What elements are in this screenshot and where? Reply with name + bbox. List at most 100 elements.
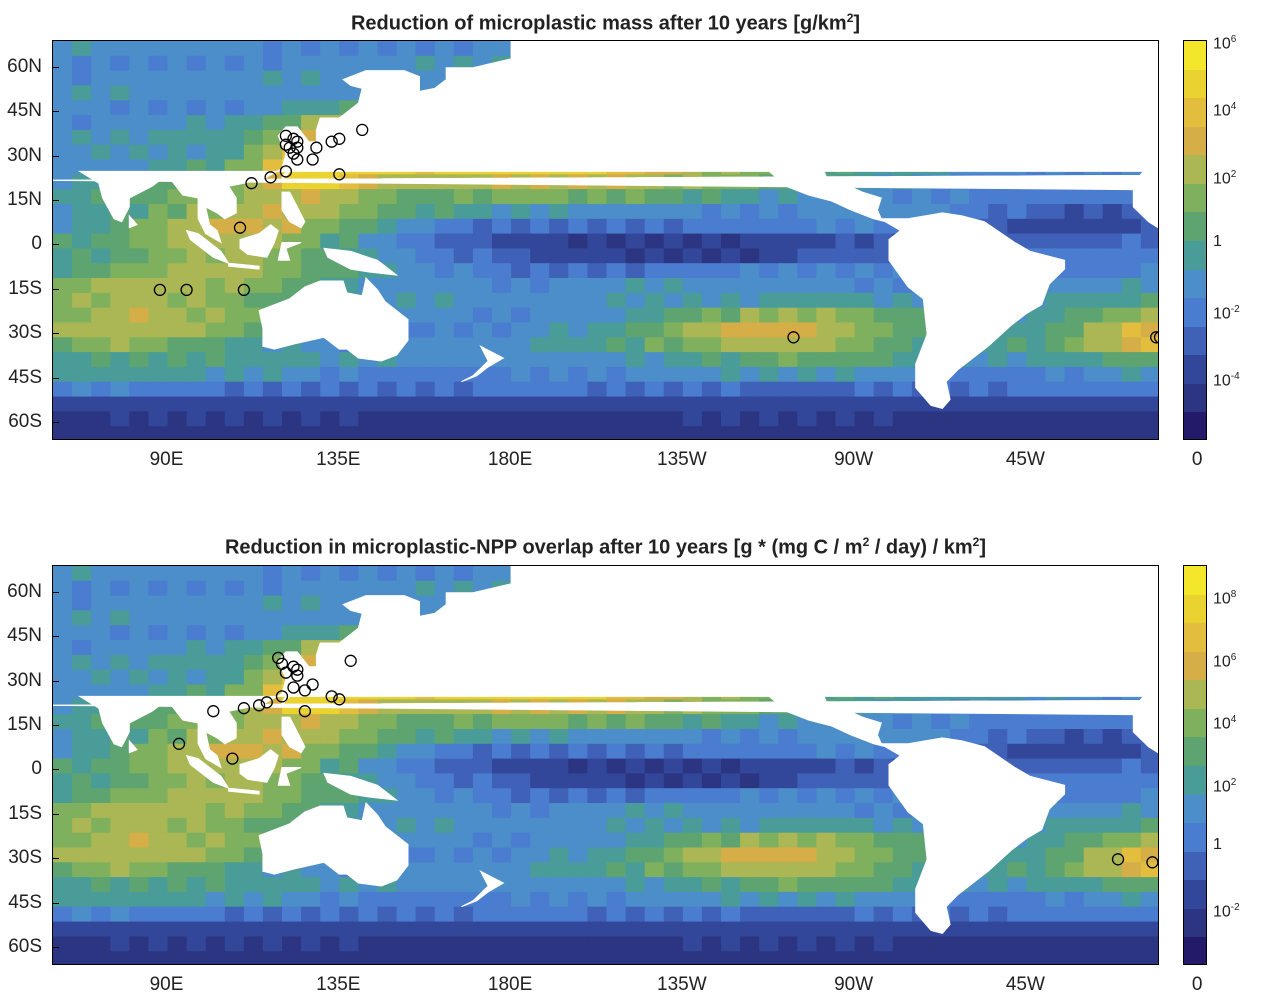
- observation-marker: [279, 138, 293, 151]
- ocean-cell: [797, 218, 818, 235]
- ocean-cell: [1083, 322, 1104, 339]
- ocean-cell: [434, 714, 455, 730]
- ocean-cell: [511, 743, 531, 760]
- ocean-cell: [301, 352, 321, 368]
- ocean-cell: [320, 189, 341, 205]
- ocean-cell: [778, 773, 799, 789]
- ocean-cell: [148, 743, 169, 760]
- ocean-cell: [453, 773, 474, 789]
- ocean-cell: [568, 189, 589, 205]
- ocean-cell: [1064, 788, 1085, 804]
- ocean-cell: [682, 714, 703, 730]
- ocean-cell: [415, 921, 436, 938]
- ocean-cell: [511, 337, 531, 353]
- ocean-cell: [1121, 758, 1142, 775]
- ocean-cell: [1026, 381, 1047, 398]
- colorbar-swatch: [1184, 794, 1206, 824]
- ocean-cell: [53, 337, 73, 353]
- ocean-cell: [873, 847, 894, 864]
- lon-tick-label: 0: [1191, 974, 1203, 995]
- ocean-cell: [740, 951, 760, 964]
- ocean-cell: [892, 381, 913, 398]
- ocean-cell: [530, 803, 551, 819]
- ocean-cell: [243, 204, 264, 220]
- ocean-cell: [549, 189, 570, 205]
- ocean-cell: [282, 70, 302, 87]
- ocean-cell: [1064, 233, 1085, 250]
- ocean-cell: [587, 381, 608, 398]
- ocean-cell: [568, 773, 589, 789]
- ocean-cell: [110, 218, 131, 235]
- ocean-cell: [301, 411, 321, 427]
- ocean-cell: [740, 921, 760, 938]
- land-srilanka: [128, 214, 138, 229]
- ocean-cell: [91, 381, 112, 398]
- ocean-cell: [129, 352, 150, 368]
- ocean-cell: [1083, 817, 1104, 834]
- ocean-cell: [797, 862, 818, 878]
- ocean-cell: [568, 426, 589, 439]
- ocean-cell: [110, 788, 131, 804]
- ocean-cell: [91, 292, 112, 309]
- ocean-cell: [110, 625, 131, 641]
- ocean-cell: [53, 891, 73, 908]
- colorbar-label: 102: [1213, 776, 1237, 796]
- colorbar-swatch: [1184, 126, 1206, 156]
- ocean-cell: [186, 847, 207, 864]
- ocean-cell: [721, 847, 741, 864]
- ocean-cell: [148, 758, 169, 775]
- ocean-cell: [377, 891, 398, 908]
- ocean-cell: [530, 832, 551, 849]
- ocean-cell: [453, 921, 474, 938]
- ocean-cell: [53, 625, 73, 641]
- ocean-cell: [587, 292, 608, 309]
- ocean-cell: [339, 877, 360, 893]
- ocean-cell: [453, 936, 474, 952]
- ocean-cell: [377, 381, 398, 398]
- ocean-cell: [186, 906, 207, 923]
- lon-tick-label: 135E: [316, 974, 361, 995]
- ocean-cell: [339, 85, 360, 101]
- ocean-cell: [511, 278, 531, 294]
- ocean-cell: [644, 307, 665, 324]
- ocean-cell: [1026, 847, 1047, 864]
- ocean-cell: [205, 862, 226, 878]
- ocean-cell: [797, 891, 818, 908]
- ocean-cell: [224, 580, 245, 597]
- ocean-cell: [530, 714, 551, 730]
- lat-tick-label: 15S: [8, 277, 42, 299]
- ocean-cell: [91, 426, 112, 439]
- ocean-cell: [72, 773, 92, 789]
- ocean-cell: [1121, 817, 1142, 834]
- ocean-cell: [1045, 877, 1066, 893]
- ocean-cell: [301, 773, 321, 789]
- ocean-cell: [186, 55, 207, 72]
- ocean-cell: [740, 381, 760, 398]
- ocean-cell: [1045, 204, 1066, 220]
- ocean-cell: [1102, 352, 1123, 368]
- ocean-cell: [1102, 411, 1123, 427]
- lat-tick: [53, 591, 59, 593]
- ocean-cell: [1083, 381, 1104, 398]
- ocean-cell: [91, 337, 112, 353]
- ocean-cell: [224, 144, 245, 161]
- ocean-cell: [873, 877, 894, 893]
- land-philippines: [281, 716, 306, 754]
- ocean-cell: [224, 610, 245, 626]
- ocean-cell: [1121, 832, 1142, 849]
- ocean-cell: [854, 411, 875, 427]
- ocean-cell: [835, 248, 856, 264]
- ocean-cell: [950, 906, 970, 923]
- ocean-cell: [110, 366, 131, 383]
- ocean-cell: [320, 714, 341, 730]
- ocean-cell: [511, 426, 531, 439]
- ocean-cell: [262, 396, 283, 413]
- ocean-cell: [434, 773, 455, 789]
- ocean-cell: [797, 292, 818, 309]
- ocean-cell: [205, 566, 226, 582]
- ocean-cell: [950, 921, 970, 938]
- ocean-cell: [969, 936, 989, 952]
- ocean-cell: [224, 847, 245, 864]
- ocean-cell: [492, 396, 512, 413]
- ocean-cell: [568, 263, 589, 279]
